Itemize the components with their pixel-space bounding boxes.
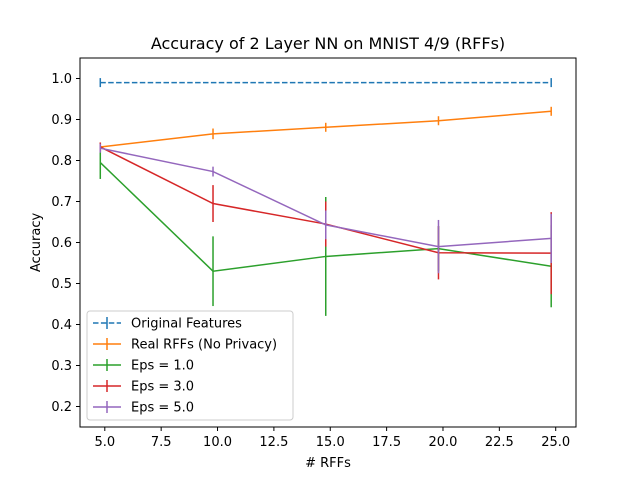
x-tick-label: 5.0	[94, 435, 115, 450]
chart-title: Accuracy of 2 Layer NN on MNIST 4/9 (RFF…	[151, 34, 505, 53]
plot-marks	[99, 78, 552, 316]
x-axis-label: # RFFs	[305, 456, 351, 471]
y-tick-label: 0.7	[51, 195, 72, 210]
legend: Original Features Real RFFs (No Privacy) E…	[86, 310, 294, 421]
x-tick-label: 20.0	[429, 435, 458, 450]
legend-label: Eps = 5.0	[131, 401, 194, 416]
y-axis: 0.2 0.3 0.4 0.5 0.6 0.7 0.8 0.9 1.0	[51, 72, 80, 415]
y-tick-label: 0.4	[51, 318, 72, 333]
x-tick-label: 7.5	[151, 435, 172, 450]
x-tick-label: 25.0	[541, 435, 570, 450]
series-0	[99, 78, 552, 88]
series-1	[99, 106, 552, 152]
legend-label: Eps = 3.0	[131, 380, 194, 395]
y-tick-label: 0.6	[51, 236, 72, 251]
x-tick-label: 22.5	[485, 435, 514, 450]
x-tick-label: 15.0	[316, 435, 345, 450]
y-axis-label: Accuracy	[29, 213, 44, 273]
y-tick-label: 0.8	[51, 154, 72, 169]
legend-label: Eps = 1.0	[131, 359, 194, 374]
x-tick-label: 17.5	[372, 435, 401, 450]
legend-label: Real RFFs (No Privacy)	[131, 338, 277, 353]
series-4	[99, 143, 552, 274]
y-tick-label: 0.9	[51, 113, 72, 128]
y-tick-label: 0.2	[51, 400, 72, 415]
x-axis: 5.0 7.5 10.0 12.5 15.0 17.5 20.0 22.5 25.0	[94, 427, 570, 450]
y-tick-label: 1.0	[51, 72, 72, 87]
legend-box	[86, 310, 294, 421]
legend-label: Original Features	[131, 317, 242, 332]
y-tick-label: 0.5	[51, 277, 72, 292]
x-tick-label: 10.0	[203, 435, 232, 450]
y-tick-label: 0.3	[51, 359, 72, 374]
x-tick-label: 12.5	[259, 435, 288, 450]
